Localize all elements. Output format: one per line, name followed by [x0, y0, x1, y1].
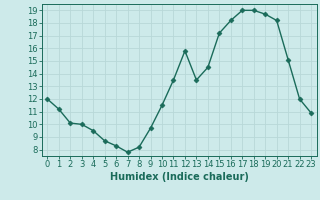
X-axis label: Humidex (Indice chaleur): Humidex (Indice chaleur) — [110, 172, 249, 182]
